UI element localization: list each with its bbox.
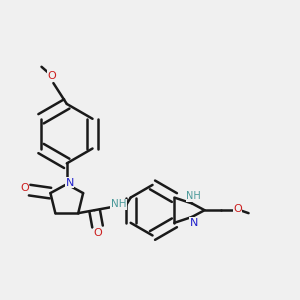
Text: NH: NH [186,191,201,201]
Text: O: O [47,71,56,81]
Text: O: O [233,204,242,214]
Text: N: N [66,178,74,188]
Text: NH: NH [111,199,126,209]
Text: O: O [93,228,102,238]
Text: O: O [20,183,28,193]
Text: N: N [189,218,198,228]
